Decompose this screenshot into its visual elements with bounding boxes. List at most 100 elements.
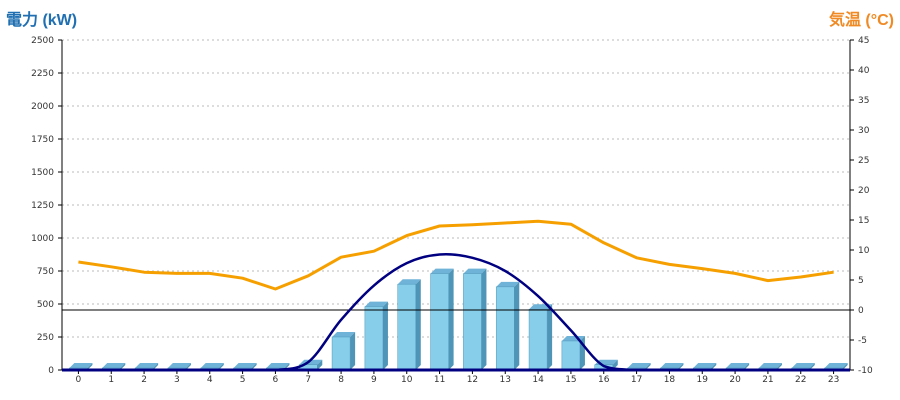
bar-top bbox=[69, 363, 93, 368]
x-tick-label: 11 bbox=[434, 375, 445, 385]
bar-side bbox=[218, 363, 224, 370]
bar-front bbox=[430, 273, 449, 371]
x-tick-label: 8 bbox=[338, 375, 344, 385]
x-tick-label: 2 bbox=[141, 375, 147, 385]
bar-front bbox=[331, 336, 351, 371]
bar-side bbox=[776, 363, 782, 370]
bar bbox=[495, 281, 520, 371]
right-tick-label: 40 bbox=[858, 66, 870, 76]
right-tick-label: 15 bbox=[858, 216, 869, 226]
bar-top bbox=[693, 363, 717, 368]
bar-side bbox=[382, 301, 388, 370]
bar-side bbox=[744, 363, 750, 370]
bar-front bbox=[463, 273, 482, 371]
x-tick-label: 1 bbox=[108, 375, 114, 385]
bar-side bbox=[481, 268, 487, 370]
bar-top bbox=[364, 301, 388, 307]
left-tick-label: 0 bbox=[48, 366, 54, 376]
x-tick-label: 7 bbox=[305, 375, 311, 385]
left-tick-label: 1750 bbox=[31, 135, 54, 145]
bar-side bbox=[87, 363, 93, 370]
right-tick-label: 0 bbox=[858, 306, 864, 316]
bar-top bbox=[135, 363, 159, 368]
bar-side bbox=[678, 363, 684, 370]
left-tick-label: 750 bbox=[37, 267, 54, 277]
x-tick-label: 20 bbox=[729, 375, 741, 385]
x-tick-label: 17 bbox=[631, 375, 642, 385]
bar bbox=[463, 268, 487, 371]
bar bbox=[397, 279, 421, 371]
bar-side bbox=[185, 363, 191, 370]
bar-side bbox=[251, 363, 257, 370]
x-tick-label: 0 bbox=[76, 375, 82, 385]
bar-top bbox=[824, 363, 848, 368]
bar-top bbox=[200, 363, 224, 368]
x-tick-label: 23 bbox=[828, 375, 839, 385]
bar-side bbox=[448, 268, 454, 370]
right-tick-label: 10 bbox=[858, 246, 870, 256]
x-tick-label: 19 bbox=[697, 375, 709, 385]
left-tick-label: 500 bbox=[37, 300, 54, 310]
bar-side bbox=[809, 363, 815, 370]
bar-front bbox=[397, 283, 417, 371]
bar-top bbox=[726, 363, 750, 368]
right-axis-title: 気温 (°C) bbox=[828, 12, 894, 29]
bar-top bbox=[102, 363, 126, 368]
x-tick-label: 9 bbox=[371, 375, 377, 385]
bar-top bbox=[627, 363, 651, 368]
x-tick-label: 6 bbox=[273, 375, 279, 385]
bar bbox=[430, 268, 454, 371]
right-tick-label: 5 bbox=[858, 276, 864, 286]
x-tick-label: 16 bbox=[598, 375, 610, 385]
bar-side bbox=[547, 304, 553, 370]
bar-top bbox=[791, 363, 815, 368]
bar-top bbox=[758, 363, 782, 368]
x-tick-label: 5 bbox=[240, 375, 246, 385]
right-tick-label: 25 bbox=[858, 156, 869, 166]
x-tick-label: 3 bbox=[174, 375, 180, 385]
left-tick-label: 1000 bbox=[31, 234, 54, 244]
left-tick-label: 2250 bbox=[31, 69, 54, 79]
left-tick-label: 1500 bbox=[31, 168, 54, 178]
bar-front bbox=[495, 286, 515, 371]
bar-side bbox=[514, 281, 520, 370]
left-tick-label: 1250 bbox=[31, 201, 54, 211]
bar-side bbox=[711, 363, 717, 370]
bar-top bbox=[167, 363, 191, 368]
bar-front bbox=[528, 309, 548, 371]
bar-side bbox=[120, 363, 126, 370]
right-tick-label: 30 bbox=[858, 126, 870, 136]
bar-top bbox=[397, 279, 421, 285]
bar-top bbox=[463, 268, 487, 274]
bar-side bbox=[842, 363, 848, 370]
bar-top bbox=[430, 268, 454, 274]
left-tick-label: 250 bbox=[37, 333, 54, 343]
bar bbox=[331, 332, 356, 371]
bar-side bbox=[350, 332, 356, 370]
bar-side bbox=[645, 363, 651, 370]
bar-side bbox=[415, 279, 421, 370]
bar-top bbox=[266, 363, 290, 368]
left-tick-label: 2500 bbox=[31, 36, 54, 46]
bar-side bbox=[153, 363, 159, 370]
bar-front bbox=[364, 306, 384, 371]
left-axis-title: 電力 (kW) bbox=[6, 12, 78, 29]
x-tick-label: 13 bbox=[500, 375, 511, 385]
right-tick-label: -5 bbox=[858, 336, 867, 346]
right-tick-label: 35 bbox=[858, 96, 869, 106]
bar-top bbox=[496, 281, 520, 287]
bar-top bbox=[332, 332, 356, 337]
left-tick-label: 2000 bbox=[31, 102, 54, 112]
right-tick-label: 20 bbox=[858, 186, 870, 196]
x-tick-label: 21 bbox=[762, 375, 773, 385]
x-tick-label: 22 bbox=[795, 375, 806, 385]
x-tick-label: 12 bbox=[467, 375, 478, 385]
bar-top bbox=[660, 363, 684, 368]
x-tick-label: 15 bbox=[565, 375, 576, 385]
bar-front bbox=[561, 340, 581, 371]
x-tick-label: 14 bbox=[532, 375, 544, 385]
bar bbox=[528, 304, 553, 371]
temperature-line bbox=[78, 219, 834, 291]
x-tick-label: 4 bbox=[207, 375, 213, 385]
